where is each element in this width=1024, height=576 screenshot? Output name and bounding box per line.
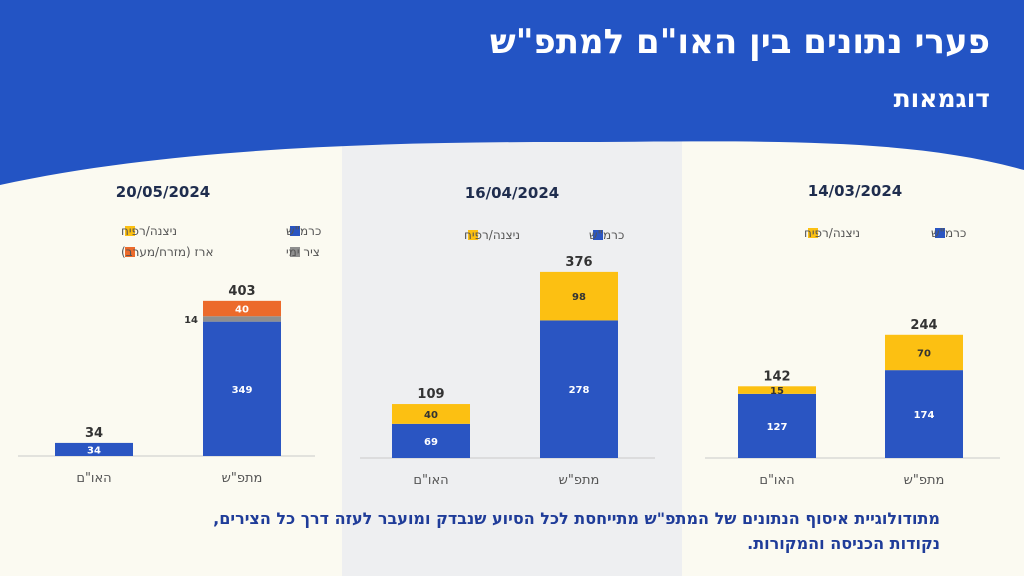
legend-swatch-3-4: [125, 247, 135, 257]
legend-label-1-2: ניצנה/רפיח: [804, 226, 860, 240]
header-band: [0, 0, 1024, 185]
bar-segment-3-2-3: [203, 316, 281, 322]
bar-segment-2-2-1: [540, 320, 618, 458]
data-label-3-2-1: 349: [232, 385, 253, 396]
legend-swatch-3-2: [125, 226, 135, 236]
category-label-3-2: מתפ"ש: [222, 471, 263, 486]
category-label-1-2: מתפ"ש: [904, 473, 945, 488]
total-label-2-2: 376: [565, 255, 592, 270]
chart-title-2: 16/04/2024: [465, 184, 559, 202]
category-label-1-1: האו"ם: [759, 473, 794, 488]
legend-swatch-3-1: [290, 226, 300, 236]
bar-segment-2-1-1: [392, 423, 470, 458]
bar-segment-1-1-2: [738, 386, 816, 394]
data-label-2-1-1: 69: [424, 437, 438, 448]
total-label-3-2: 403: [228, 284, 255, 299]
legend-label-2-2: ניצנה/רפיח: [464, 228, 520, 242]
legend-label-1-1: כרמ"ש: [931, 226, 966, 240]
bar-segment-1-1-1: [738, 393, 816, 458]
legend-label-3-4: ארז (מזרח/מערב): [121, 245, 213, 259]
legend-label-3-1: כרמ"ש: [286, 224, 321, 238]
data-label-1-2-2: 70: [917, 348, 931, 359]
legend-label-2-1: כרמ"ש: [589, 228, 624, 242]
category-label-3-1: האו"ם: [76, 471, 111, 486]
legend-label-3-2: ניצנה/רפיח: [121, 224, 177, 238]
legend-swatch-2-2: [468, 230, 478, 240]
data-label-3-2-4: 40: [235, 305, 249, 316]
bar-segment-2-2-2: [540, 271, 618, 321]
methodology-note-line-1: מתודולוגיית איסוף הנתונים של המתפ"ש מתיי…: [213, 509, 940, 528]
data-label-1-1-2: 15: [770, 386, 784, 397]
legend-swatch-1-2: [808, 228, 818, 238]
chart-title-1: 14/03/2024: [808, 182, 902, 200]
total-label-2-1: 109: [417, 387, 444, 402]
legend-swatch-3-3: [290, 247, 300, 257]
category-label-2-1: האו"ם: [413, 473, 448, 488]
legend-label-3-3: ציר ימי: [286, 245, 320, 259]
legend-swatch-1-1: [935, 228, 945, 238]
total-label-3-1: 34: [85, 426, 103, 441]
data-label-3-2-3: 14: [184, 315, 198, 326]
bar-segment-3-1-1: [55, 442, 133, 456]
legend-swatch-2-1: [593, 230, 603, 240]
data-label-1-2-1: 174: [914, 410, 935, 421]
methodology-note-line-2: נקודות הכניסה והמקורות.: [747, 534, 940, 553]
bar-segment-1-2-2: [885, 334, 963, 371]
bar-segment-3-2-4: [203, 300, 281, 317]
total-label-1-2: 244: [910, 318, 937, 333]
middle-panel: [342, 140, 682, 576]
category-label-2-2: מתפ"ש: [559, 473, 600, 488]
bar-segment-2-1-2: [392, 404, 470, 424]
data-label-3-1-1: 34: [87, 445, 101, 456]
data-label-2-2-2: 98: [572, 292, 586, 303]
chart-title-3: 20/05/2024: [116, 183, 210, 201]
data-label-2-1-2: 40: [424, 410, 438, 421]
bar-segment-1-2-1: [885, 370, 963, 458]
page-title: פערי נתונים בין האו"ם למתפ"ש: [489, 22, 990, 62]
bar-segment-3-2-1: [203, 321, 281, 456]
methodology-note: מתודולוגיית איסוף הנתונים של המתפ"ש מתיי…: [60, 506, 940, 556]
total-label-1-1: 142: [763, 369, 790, 384]
data-label-1-1-1: 127: [767, 422, 788, 433]
page-subtitle: דוגמאות: [893, 84, 990, 113]
data-label-2-2-1: 278: [569, 385, 590, 396]
